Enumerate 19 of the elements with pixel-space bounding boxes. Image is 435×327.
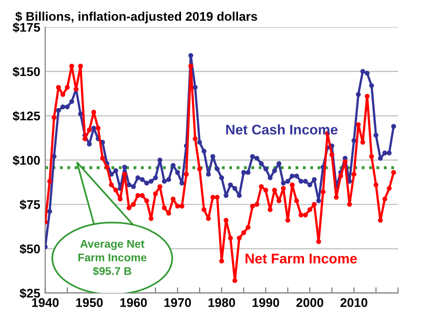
x-tick-label: 2000 xyxy=(296,298,324,308)
y-tick-label: $125 xyxy=(12,111,40,122)
y-tick-label: $175 xyxy=(12,22,40,33)
x-tick-label: 1970 xyxy=(164,298,191,308)
y-tick-label: $75 xyxy=(20,200,40,210)
ref-line-label: Average Net Farm Income $95.7 B xyxy=(78,240,146,276)
x-tick-label: 2010 xyxy=(340,298,368,308)
x-tick-label: 1980 xyxy=(208,298,236,308)
y-tick-label: $100 xyxy=(12,155,40,166)
y-tick-label: $150 xyxy=(12,66,40,77)
x-tick-label: 1990 xyxy=(252,298,280,308)
series-label: Net Farm Income xyxy=(246,254,357,264)
y-tick-label: $50 xyxy=(20,244,40,254)
x-tick-label: 1960 xyxy=(120,298,147,308)
x-tick-label: 1950 xyxy=(76,298,103,308)
chart-title: $ Billions, inflation-adjusted 2019 dollars xyxy=(15,11,258,24)
y-tick-label: $25 xyxy=(20,288,40,298)
series-label: Net Cash Income xyxy=(226,124,338,135)
x-tick-label: 1940 xyxy=(32,298,59,308)
